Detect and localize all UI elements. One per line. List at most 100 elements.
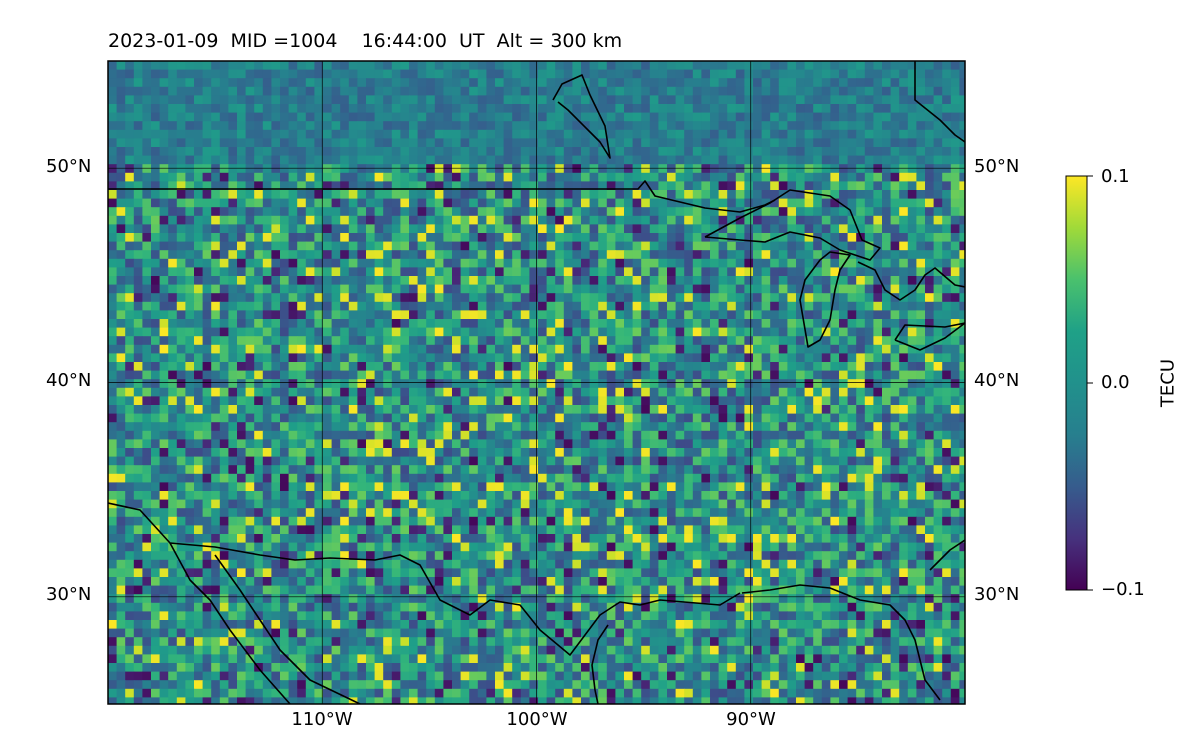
- tec-cell: [787, 405, 797, 415]
- tec-cell: [280, 353, 290, 363]
- tec-cell: [340, 147, 350, 157]
- tec-cell: [245, 207, 255, 217]
- tec-cell: [366, 104, 376, 114]
- tec-cell: [176, 276, 186, 286]
- tec-cell: [770, 422, 780, 432]
- tec-cell: [727, 129, 737, 139]
- tec-cell: [116, 344, 126, 354]
- tec-cell: [460, 138, 470, 148]
- tec-cell: [701, 69, 711, 79]
- tec-cell: [873, 353, 883, 363]
- tec-cell: [813, 473, 823, 483]
- tec-cell: [168, 224, 178, 234]
- tec-cell: [133, 301, 143, 311]
- tec-cell: [555, 310, 565, 320]
- tec-cell: [761, 86, 771, 96]
- tec-cell: [770, 456, 780, 466]
- tec-cell: [546, 439, 556, 449]
- tec-cell: [219, 164, 229, 174]
- tec-cell: [323, 284, 333, 294]
- tec-cell: [744, 396, 754, 406]
- tec-cell: [933, 86, 943, 96]
- tec-cell: [606, 473, 616, 483]
- tec-cell: [176, 258, 186, 268]
- tec-cell: [701, 353, 711, 363]
- tec-cell: [718, 129, 728, 139]
- tec-cell: [787, 155, 797, 165]
- tec-cell: [211, 129, 221, 139]
- tec-cell: [538, 112, 548, 122]
- tec-cell: [804, 172, 814, 182]
- tec-cell: [710, 430, 720, 440]
- tec-cell: [469, 276, 479, 286]
- tec-cell: [443, 241, 453, 251]
- tec-cell: [916, 473, 926, 483]
- tec-cell: [890, 379, 900, 389]
- tec-cell: [907, 61, 917, 71]
- tec-cell: [460, 405, 470, 415]
- tec-cell: [675, 379, 685, 389]
- tec-cell: [159, 164, 169, 174]
- tec-cell: [778, 138, 788, 148]
- tec-cell: [305, 310, 315, 320]
- tec-cell: [391, 301, 401, 311]
- tec-cell: [202, 138, 212, 148]
- tec-cell: [710, 336, 720, 346]
- tec-cell: [194, 439, 204, 449]
- tec-cell: [133, 362, 143, 372]
- tec-cell: [495, 405, 505, 415]
- tec-cell: [658, 276, 668, 286]
- tec-cell: [125, 456, 135, 466]
- tec-cell: [460, 121, 470, 131]
- tec-cell: [538, 104, 548, 114]
- tec-cell: [202, 104, 212, 114]
- tec-cell: [331, 362, 341, 372]
- tec-cell: [649, 362, 659, 372]
- tec-cell: [606, 405, 616, 415]
- tec-cell: [305, 370, 315, 380]
- tec-cell: [538, 319, 548, 329]
- tec-cell: [813, 353, 823, 363]
- tec-cell: [374, 121, 384, 131]
- tec-cell: [907, 310, 917, 320]
- tec-cell: [744, 327, 754, 337]
- tec-cell: [529, 362, 539, 372]
- tec-cell: [168, 456, 178, 466]
- tec-cell: [486, 405, 496, 415]
- tec-cell: [486, 95, 496, 105]
- tec-cell: [882, 95, 892, 105]
- tec-cell: [804, 138, 814, 148]
- tec-cell: [606, 86, 616, 96]
- tec-cell: [563, 198, 573, 208]
- tec-cell: [469, 258, 479, 268]
- tec-cell: [882, 267, 892, 277]
- tec-cell: [821, 336, 831, 346]
- tec-cell: [469, 241, 479, 251]
- tec-cell: [753, 430, 763, 440]
- tec-cell: [443, 413, 453, 423]
- tec-cell: [486, 224, 496, 234]
- tec-cell: [529, 86, 539, 96]
- tec-cell: [340, 405, 350, 415]
- tec-cell: [391, 95, 401, 105]
- tec-cell: [925, 396, 935, 406]
- tec-cell: [512, 336, 522, 346]
- tec-cell: [684, 379, 694, 389]
- tec-cell: [452, 224, 462, 234]
- tec-cell: [813, 224, 823, 234]
- tec-cell: [864, 353, 874, 363]
- tec-cell: [262, 215, 272, 225]
- tec-cell: [563, 336, 573, 346]
- tec-cell: [916, 190, 926, 200]
- tec-cell: [477, 61, 487, 71]
- tec-cell: [538, 181, 548, 191]
- tec-cell: [710, 112, 720, 122]
- tec-cell: [417, 327, 427, 337]
- tec-cell: [116, 155, 126, 165]
- tec-cell: [168, 164, 178, 174]
- tec-cell: [245, 104, 255, 114]
- tec-cell: [606, 155, 616, 165]
- tec-cell: [409, 310, 419, 320]
- tec-cell: [305, 301, 315, 311]
- tec-cell: [632, 448, 642, 458]
